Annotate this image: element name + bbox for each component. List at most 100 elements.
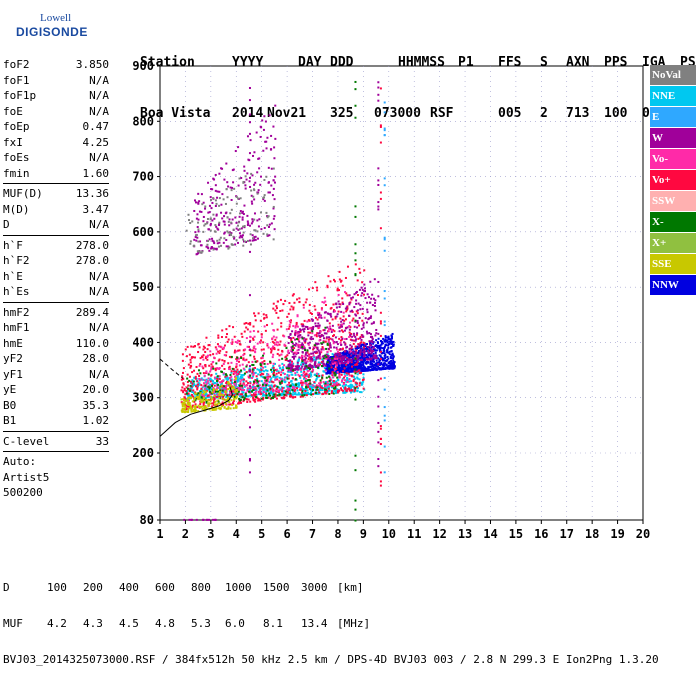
echo-point [218,238,221,241]
echo-point [197,228,200,231]
echo-point [263,317,266,320]
echo-point [240,370,243,373]
echo-point [367,354,370,357]
echo-point [188,375,191,378]
echo-point [348,374,351,377]
echo-point [272,353,275,356]
footer-muf-value: 4.5 [119,617,139,630]
echo-point [199,391,202,394]
echo-point [190,345,193,348]
echo-point [251,218,254,221]
echo-point [317,322,320,325]
echo-point [211,239,214,242]
echo-point [340,373,343,376]
echo-point [209,224,212,227]
echo-point [258,370,261,373]
echo-point [226,383,229,386]
echo-point [272,307,275,310]
echo-point [212,390,215,393]
echo-point [345,367,348,370]
echo-point [349,344,352,347]
echo-point [236,376,239,379]
echo-point [375,367,378,370]
echo-point [194,391,197,394]
echo-point [272,125,275,128]
echo-point [331,367,334,370]
echo-point [383,101,386,104]
echo-point [317,357,320,360]
echo-point [307,386,310,389]
echo-point [292,355,295,358]
echo-point [211,188,214,191]
echo-point [267,373,270,376]
echo-point [298,340,301,343]
echo-point [351,370,354,373]
echo-point [328,357,331,360]
echo-point [329,363,332,366]
echo-point [292,369,295,372]
echo-point [296,361,299,364]
echo-point [285,389,288,392]
echo-point [257,398,260,401]
echo-point [334,367,337,370]
echo-point [252,396,255,399]
echo-point [208,389,211,392]
echo-point [188,396,191,399]
echo-point [199,251,202,254]
echo-point [344,307,347,310]
echo-point [249,336,252,339]
echo-point [271,356,274,359]
echo-point [246,384,249,387]
echo-point [354,398,357,401]
echo-point [339,359,342,362]
echo-point [202,399,205,402]
echo-point [337,361,340,364]
echo-point [277,391,280,394]
echo-point [321,387,324,390]
echo-point [305,385,308,388]
echo-point [181,407,184,410]
param-label: hmF1 [3,321,30,334]
echo-point [183,411,186,414]
echo-point [201,250,204,253]
echo-point [363,352,366,355]
echo-point [308,341,311,344]
echo-point [238,389,241,392]
echo-point [309,326,312,329]
echo-point [250,394,253,397]
echo-point [355,365,358,368]
echo-point [328,322,331,325]
echo-point [183,397,186,400]
echo-point [350,365,353,368]
echo-point [233,351,236,354]
echo-point [182,382,185,385]
echo-point [323,316,326,319]
echo-point [319,356,322,359]
echo-point [235,366,238,369]
echo-point [263,115,266,118]
echo-point [289,370,292,373]
echo-point [334,362,337,365]
echo-point [200,400,203,403]
echo-point [270,397,273,400]
echo-point [272,375,275,378]
echo-point [294,373,297,376]
echo-point [268,114,271,117]
echo-point [343,364,346,367]
echo-point [359,356,362,359]
echo-point [346,305,349,308]
echo-point [225,377,228,380]
echo-point [222,379,225,382]
echo-point [322,348,325,351]
echo-point [283,373,286,376]
echo-point [338,366,341,369]
param-label: foE [3,104,23,118]
echo-point [243,225,246,228]
echo-point [338,368,341,371]
echo-point [265,211,268,214]
echo-point [215,372,218,375]
echo-point [247,222,250,225]
echo-point [294,344,297,347]
echo-point [361,379,364,382]
echo-point [334,315,337,318]
